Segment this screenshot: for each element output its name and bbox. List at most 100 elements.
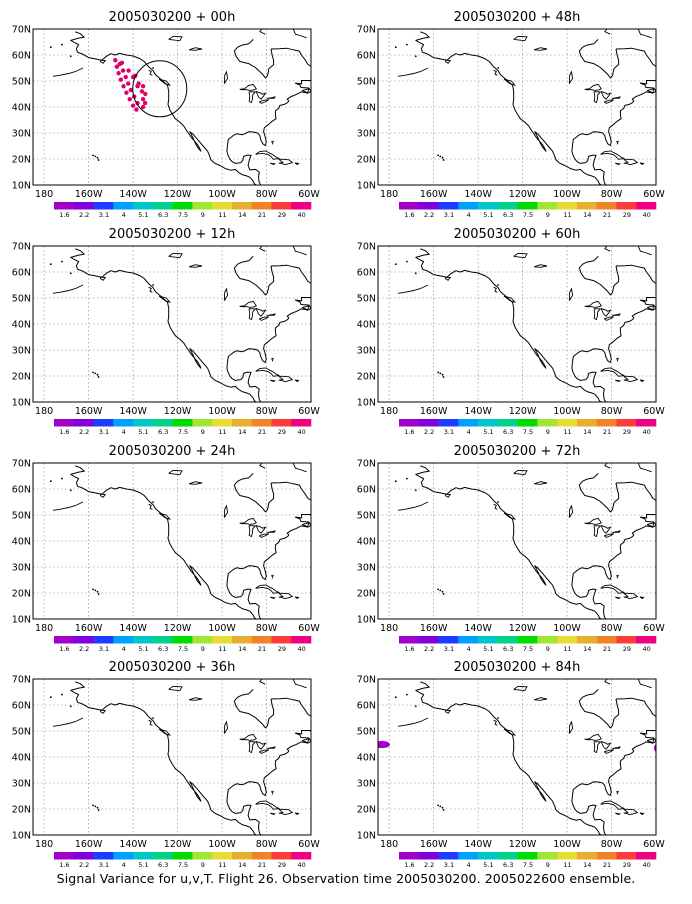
colorbar-label: 40 (642, 645, 650, 653)
coastline (600, 150, 625, 160)
coastline (270, 357, 274, 362)
coastline (248, 525, 257, 538)
coastline (223, 504, 229, 518)
colorbar-label: 14 (583, 645, 591, 653)
lon-tick-label: 120W (509, 189, 537, 200)
coastline (270, 140, 274, 145)
coastline (188, 697, 203, 701)
lat-tick-label: 40N (357, 320, 376, 331)
coastline (267, 530, 276, 533)
coastline (584, 733, 602, 741)
colorbar-swatch (636, 636, 657, 644)
colorbar-swatch (399, 202, 420, 210)
lat-tick-label: 30N (357, 779, 376, 790)
lon-tick-label: 180 (380, 406, 398, 417)
coastline (615, 790, 619, 795)
colorbar-label: 11 (563, 645, 571, 653)
islet (96, 590, 99, 593)
islet (152, 67, 154, 69)
coastline (578, 256, 620, 296)
colorbar-swatch (458, 636, 479, 644)
coastline (239, 83, 257, 91)
coastline (615, 357, 619, 362)
coastline (259, 679, 266, 685)
coastline (255, 90, 267, 100)
coastline (593, 91, 602, 104)
lon-tick-label: 160W (75, 623, 103, 634)
coastline (397, 717, 429, 727)
colorbar-label: 2.2 (424, 211, 434, 219)
coastline (223, 720, 229, 734)
coastline (639, 162, 645, 166)
colorbar-label: 14 (583, 428, 591, 436)
islet (94, 372, 97, 375)
colorbar-label: 11 (218, 211, 226, 219)
islet (49, 263, 52, 266)
coastline (255, 150, 280, 160)
colorbar-swatch (596, 202, 617, 210)
lat-tick-label: 50N (357, 511, 376, 522)
colorbar-swatch (497, 852, 518, 860)
lon-tick-label: 60W (643, 189, 665, 200)
lon-tick-label: 140W (119, 623, 147, 634)
coastline (168, 469, 183, 476)
coastline (292, 246, 307, 256)
coastline (278, 592, 294, 600)
coastline (294, 596, 300, 600)
lat-tick-label: 30N (12, 779, 31, 790)
signal-blob (654, 744, 656, 752)
colorbar-swatch (291, 852, 312, 860)
panel-title: 2005030200 + 72h (454, 444, 581, 459)
islet (69, 489, 72, 492)
colorbar-swatch (596, 636, 617, 644)
coastline (313, 294, 328, 307)
coastline (600, 584, 625, 594)
colorbar-label: 9 (546, 861, 550, 869)
islet (49, 480, 52, 483)
islet (439, 589, 442, 592)
coastline (239, 517, 257, 525)
lon-tick-label: 60W (298, 839, 320, 850)
colorbar: 1.6 2.2 3.1 4 5.1 6.3 7.5 9 11 14 21 29 40 (54, 852, 312, 869)
colorbar-swatch (133, 419, 154, 427)
lat-tick-label: 40N (12, 103, 31, 114)
islet (394, 696, 397, 699)
colorbar-label: 3.1 (444, 645, 454, 653)
map-frame (32, 245, 312, 403)
colorbar: 1.6 2.2 3.1 4 5.1 6.3 7.5 9 11 14 21 29 40 (399, 202, 657, 219)
lon-tick-label: 120W (164, 189, 192, 200)
map-panel: 2005030200 + 00h 70N 60N 50N 40N 30N 20N 10N 180… (12, 10, 321, 219)
signal-dot (143, 91, 148, 97)
coastline (623, 375, 639, 383)
lon-tick-label: 80W (256, 406, 278, 417)
lat-tick-label: 40N (12, 753, 31, 764)
colorbar-swatch (152, 419, 173, 427)
colorbar-swatch (251, 636, 272, 644)
colorbar-swatch (251, 202, 272, 210)
lat-tick-label: 10N (357, 181, 376, 192)
colorbar-label: 9 (546, 428, 550, 436)
coastline (100, 709, 107, 714)
lon-tick-label: 140W (464, 406, 492, 417)
coastline (422, 51, 656, 185)
coastline (568, 70, 574, 84)
coastline (639, 812, 645, 816)
lat-tick-label: 70N (357, 459, 376, 470)
coastline (422, 701, 656, 835)
coastline (270, 790, 274, 795)
islet (497, 284, 499, 286)
coastline (646, 522, 655, 528)
colorbar-swatch (192, 852, 213, 860)
colorbar-swatch (458, 419, 479, 427)
lon-tick-label: 180 (35, 839, 53, 850)
coastline (568, 287, 574, 301)
islet (94, 805, 97, 808)
coastline (301, 305, 310, 311)
coastline (415, 248, 430, 270)
lon-tick-label: 140W (464, 189, 492, 200)
colorbar-label: 40 (297, 211, 305, 219)
coastline (158, 728, 172, 737)
colorbar-swatch (73, 852, 94, 860)
coastline (493, 69, 498, 76)
coastline (513, 469, 528, 476)
